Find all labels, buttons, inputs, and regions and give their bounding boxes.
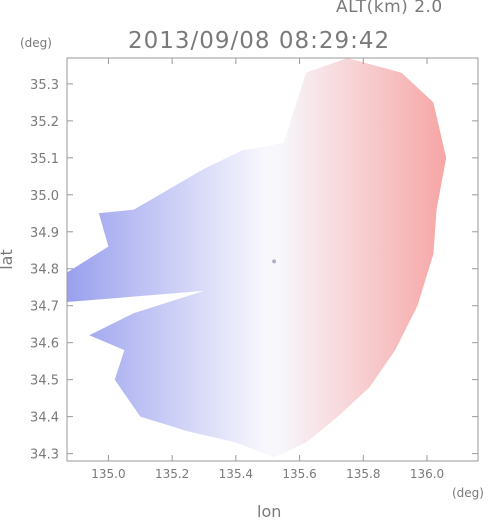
y-tick-label: 34.4 [30, 411, 59, 426]
velocity-field [67, 58, 447, 458]
x-tick-label: 135.2 [155, 467, 189, 481]
x-axis-label: lon [257, 502, 282, 521]
y-tick-label: 34.8 [30, 263, 59, 278]
y-tick-label: 34.7 [30, 300, 59, 315]
x-tick-label: 135.8 [346, 467, 380, 481]
y-axis-unit: (deg) [20, 36, 52, 50]
y-tick-label: 35.3 [30, 78, 59, 93]
x-tick-label: 135.0 [91, 467, 125, 481]
y-axis-ticks: 34.3 34.4 34.5 34.6 34.7 34.8 34.9 35.0 35.1 35.2… [30, 78, 478, 463]
x-tick-label: 135.4 [219, 467, 253, 481]
y-tick-label: 35.1 [30, 152, 59, 167]
y-tick-label: 34.6 [30, 337, 59, 352]
altitude-label: ALT(km) 2.0 [336, 0, 443, 17]
radar-center-marker [272, 259, 277, 264]
y-tick-label: 34.3 [30, 448, 59, 463]
x-tick-label: 136.0 [410, 467, 444, 481]
timestamp-title: 2013/09/08 08:29:42 [128, 28, 391, 54]
x-axis-unit: (deg) [452, 486, 484, 500]
y-tick-label: 35.2 [30, 115, 59, 130]
velocity-region [67, 58, 447, 458]
plot-frame [66, 57, 479, 462]
x-tick-label: 135.6 [282, 467, 316, 481]
y-tick-label: 34.9 [30, 226, 59, 241]
y-tick-label: 35.0 [30, 189, 59, 204]
y-tick-label: 34.5 [30, 374, 59, 389]
x-axis-ticks: 135.0 135.2 135.4 135.6 135.8 136.0 [91, 58, 444, 481]
